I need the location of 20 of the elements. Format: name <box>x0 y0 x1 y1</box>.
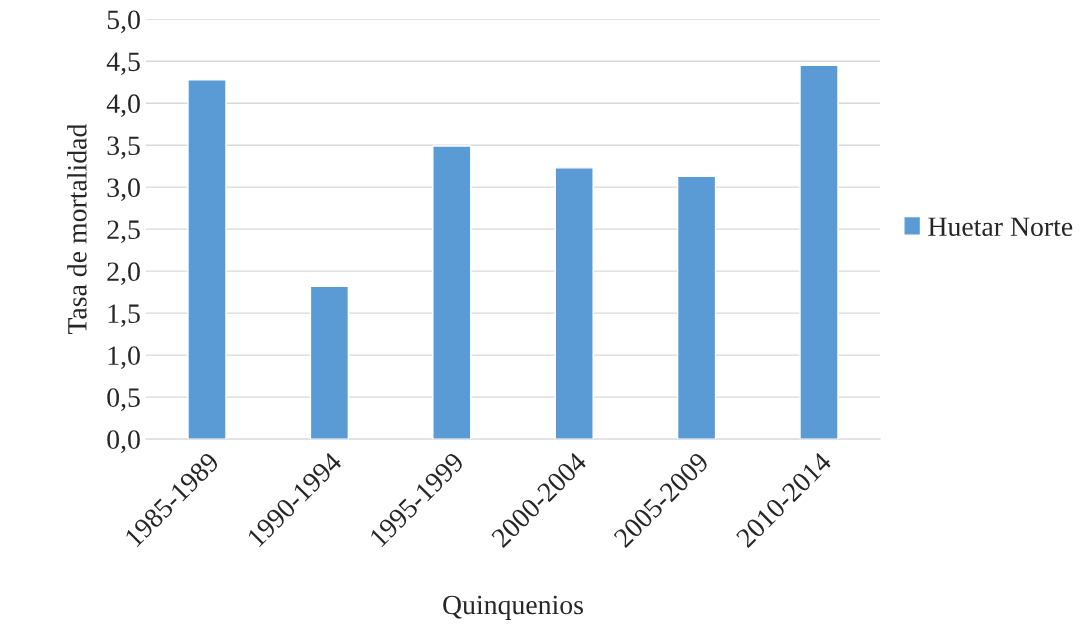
bar <box>432 145 472 440</box>
y-tick-label: 4,0 <box>106 94 140 118</box>
x-axis-title: Quinquenios <box>443 595 583 620</box>
y-axis-title: Tasa de mortalidad <box>67 124 87 335</box>
y-tick-label: 3,0 <box>107 178 140 202</box>
y-tick-label: 0,0 <box>107 430 140 453</box>
bar <box>309 285 350 440</box>
y-tick-label: 5,0 <box>107 10 140 34</box>
y-tick-label: 1,0 <box>108 346 140 370</box>
y-tick-label: 3,5 <box>107 136 140 160</box>
y-tick-label: 1,5 <box>108 304 140 328</box>
y-tick-label: 2,0 <box>107 262 140 286</box>
legend-label: Huetar Norte <box>928 217 1073 237</box>
bar <box>676 175 717 440</box>
y-tick-label: 0,5 <box>107 388 140 412</box>
y-tick-label: 2,5 <box>107 220 140 244</box>
bar <box>799 64 839 440</box>
bar <box>554 167 594 440</box>
bar <box>187 78 227 440</box>
y-tick-label: 4,5 <box>106 52 140 76</box>
